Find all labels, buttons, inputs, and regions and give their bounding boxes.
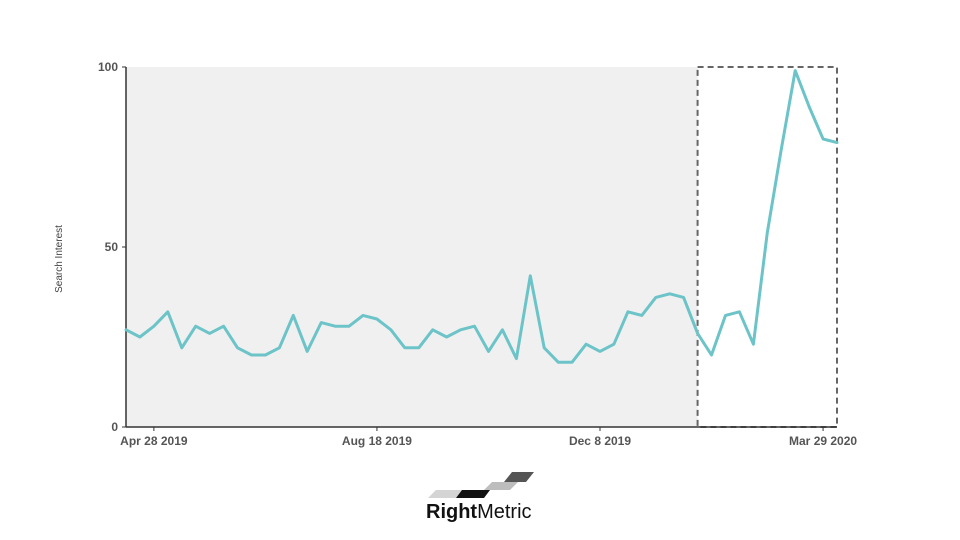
x-tick-label: Dec 8 2019 bbox=[569, 434, 631, 448]
x-tick-label: Aug 18 2019 bbox=[342, 434, 412, 448]
y-tick-label: 0 bbox=[111, 420, 118, 434]
y-tick-label: 50 bbox=[105, 240, 119, 254]
x-ticks: Apr 28 2019 Aug 18 2019 Dec 8 2019 Mar 29 2… bbox=[120, 427, 857, 448]
x-tick-label: Mar 29 2020 bbox=[789, 434, 857, 448]
series-line bbox=[124, 69, 839, 364]
y-tick-label: 100 bbox=[98, 60, 118, 74]
y-ticks: 0 50 100 bbox=[98, 60, 126, 434]
rightmetric-logo-icon bbox=[428, 472, 534, 498]
brand-name-bold: Right bbox=[426, 501, 478, 523]
shaded-region bbox=[126, 67, 698, 427]
brand-name: RightMetric bbox=[426, 501, 532, 524]
x-tick-label: Apr 28 2019 bbox=[120, 434, 188, 448]
series-layer bbox=[124, 69, 839, 364]
brand-logo: RightMetric bbox=[418, 468, 548, 528]
y-axis-title: Search Interest bbox=[54, 225, 65, 293]
brand-name-regular: Metric bbox=[477, 501, 532, 523]
